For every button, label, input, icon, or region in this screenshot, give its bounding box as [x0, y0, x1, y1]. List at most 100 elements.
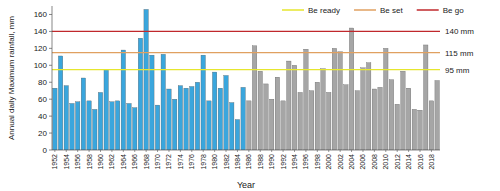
threshold-label: 95 mm: [445, 66, 470, 75]
x-tick-label: 1976: [188, 154, 195, 170]
bar: [64, 86, 68, 150]
x-tick-label: 1996: [302, 154, 309, 170]
legend-swatch: [417, 9, 439, 11]
bar: [315, 82, 319, 150]
legend-label: Be set: [380, 6, 403, 15]
x-tick: [420, 150, 421, 152]
x-tick: [248, 150, 249, 152]
y-tick-label: 60: [38, 95, 47, 104]
bar: [167, 89, 171, 150]
threshold-label: 140 mm: [445, 27, 474, 36]
y-tick: [49, 133, 52, 134]
x-tick-label: 1982: [223, 154, 230, 170]
y-tick: [49, 65, 52, 66]
legend-swatch: [282, 9, 304, 11]
bar: [435, 81, 439, 150]
bar: [110, 102, 114, 150]
x-tick-label: 1970: [154, 154, 161, 170]
bar: [389, 80, 393, 150]
bar: [98, 92, 102, 150]
y-tick-label: 140: [34, 27, 48, 36]
x-tick-label: 1958: [86, 154, 93, 170]
bar: [104, 70, 108, 150]
bar: [53, 88, 57, 150]
legend-label: Be go: [443, 6, 464, 15]
x-tick: [237, 150, 238, 152]
x-tick: [226, 150, 227, 152]
bar: [275, 77, 279, 150]
x-tick-label: 1978: [200, 154, 207, 170]
bar: [121, 50, 125, 150]
bar: [332, 48, 336, 150]
plot-area: [52, 9, 440, 150]
y-tick-label: 20: [38, 129, 47, 138]
x-tick-label: 1962: [108, 154, 115, 170]
x-tick-label: 2002: [337, 154, 344, 170]
x-tick: [271, 150, 272, 152]
bar: [252, 46, 256, 150]
bar: [418, 110, 422, 150]
x-tick: [340, 150, 341, 152]
y-tick-label: 160: [34, 10, 48, 19]
bar: [281, 101, 285, 150]
bar: [269, 99, 273, 150]
x-tick: [111, 150, 112, 152]
x-tick: [260, 150, 261, 152]
bar: [230, 103, 234, 150]
legend-label: Be ready: [308, 6, 340, 15]
x-tick-label: 1984: [234, 154, 241, 170]
y-tick-label: 0: [43, 146, 48, 155]
x-tick-label: 1998: [314, 154, 321, 170]
bar: [178, 86, 182, 150]
y-tick: [49, 14, 52, 15]
x-tick-label: 2010: [382, 154, 389, 170]
bar: [190, 86, 194, 150]
x-tick-label: 1968: [143, 154, 150, 170]
x-tick-label: 2018: [428, 154, 435, 170]
bar: [384, 48, 388, 150]
bar: [321, 69, 325, 150]
bar: [224, 75, 228, 150]
x-tick-label: 1966: [131, 154, 138, 170]
y-tick: [49, 116, 52, 117]
bar: [298, 92, 302, 150]
threshold-line: [52, 52, 440, 53]
x-tick: [408, 150, 409, 152]
x-tick-label: 2008: [371, 154, 378, 170]
x-tick: [191, 150, 192, 152]
bar: [235, 120, 239, 150]
x-tick: [351, 150, 352, 152]
y-tick: [49, 99, 52, 100]
x-tick-label: 1952: [51, 154, 58, 170]
x-tick: [180, 150, 181, 152]
bar: [241, 87, 245, 150]
y-tick-label: 80: [38, 78, 47, 87]
x-tick: [146, 150, 147, 152]
y-axis-title: Annual daily Maximum rainfall, mm: [7, 16, 16, 140]
x-tick: [77, 150, 78, 152]
legend-swatch: [354, 9, 376, 11]
bar: [212, 72, 216, 150]
bar: [287, 61, 291, 150]
threshold-line: [52, 69, 440, 70]
bar: [93, 109, 97, 150]
x-tick-label: 2004: [348, 154, 355, 170]
y-axis: [52, 6, 53, 150]
x-tick: [397, 150, 398, 152]
bar: [401, 71, 405, 150]
x-tick: [66, 150, 67, 152]
bar: [372, 89, 376, 150]
x-tick-label: 1956: [74, 154, 81, 170]
x-tick: [203, 150, 204, 152]
y-tick: [49, 31, 52, 32]
bar: [144, 9, 148, 150]
x-tick: [305, 150, 306, 152]
x-tick: [100, 150, 101, 152]
y-tick: [49, 48, 52, 49]
x-tick-label: 1988: [257, 154, 264, 170]
x-tick-label: 2006: [359, 154, 366, 170]
x-tick-label: 1990: [268, 154, 275, 170]
bar: [133, 108, 137, 150]
x-tick-label: 2000: [325, 154, 332, 170]
bar: [338, 52, 342, 150]
